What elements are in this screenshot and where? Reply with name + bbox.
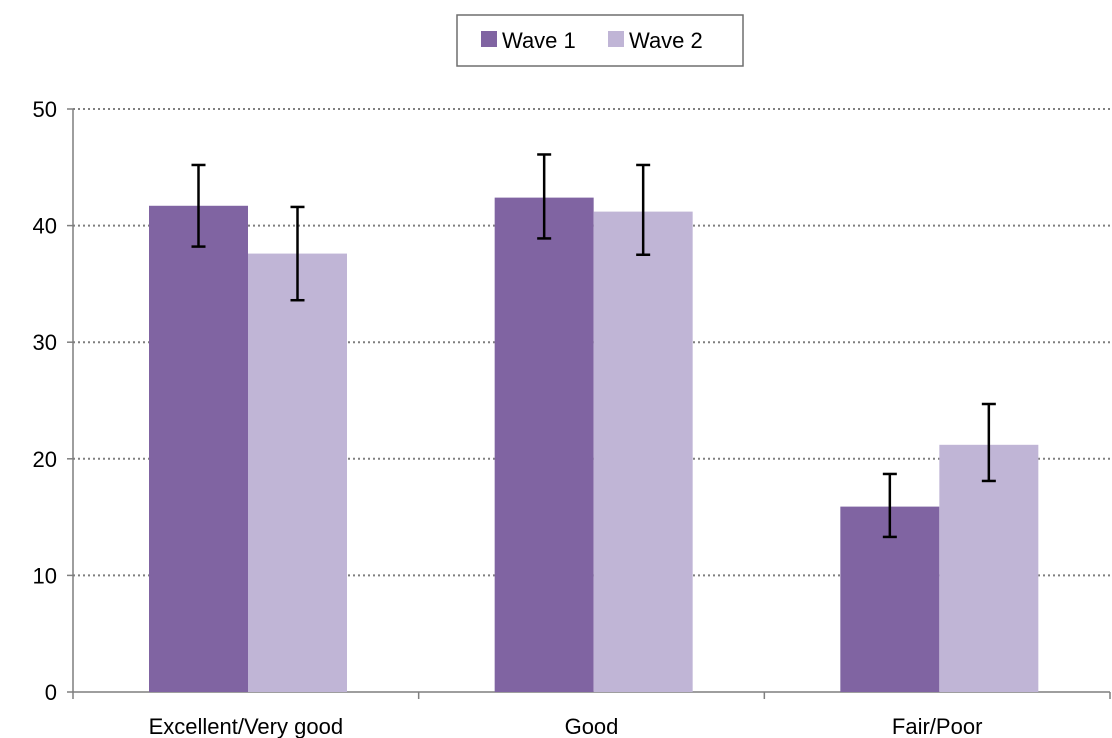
y-tick-label-4: 40 [33, 214, 57, 239]
x-tick-label-0: Excellent/Very good [149, 714, 343, 738]
bar-good-wave-2 [593, 211, 693, 692]
legend-swatch-2 [608, 31, 624, 47]
y-tick-label-2: 20 [33, 447, 57, 472]
x-tick-label-1: Good [565, 714, 619, 738]
x-tick-label-2: Fair/Poor [892, 714, 982, 738]
legend-box [456, 14, 744, 67]
y-tick-label-5: 50 [33, 97, 57, 122]
y-tick-label-3: 30 [33, 330, 57, 355]
bar-good-wave-1 [494, 197, 594, 692]
legend-label-2: Wave 2 [629, 28, 703, 53]
chart-error-bars [191, 153, 996, 539]
y-tick-label-1: 10 [33, 563, 57, 588]
legend-swatch-1 [481, 31, 497, 47]
bar-excellent-very-good-wave-2 [248, 253, 347, 693]
bar-excellent-very-good-wave-1 [149, 205, 248, 692]
chart-legend: Wave 1 Wave 2 [456, 14, 744, 67]
legend-label-1: Wave 1 [502, 28, 576, 53]
y-tick-label-0: 0 [45, 680, 57, 705]
y-axis-tick-labels: 0 10 20 30 40 50 [33, 97, 57, 705]
x-axis-tick-labels: Excellent/Very good Good Fair/Poor [149, 714, 983, 738]
chart-bars [149, 197, 1039, 693]
bar-fair-poor-wave-2 [939, 444, 1039, 692]
